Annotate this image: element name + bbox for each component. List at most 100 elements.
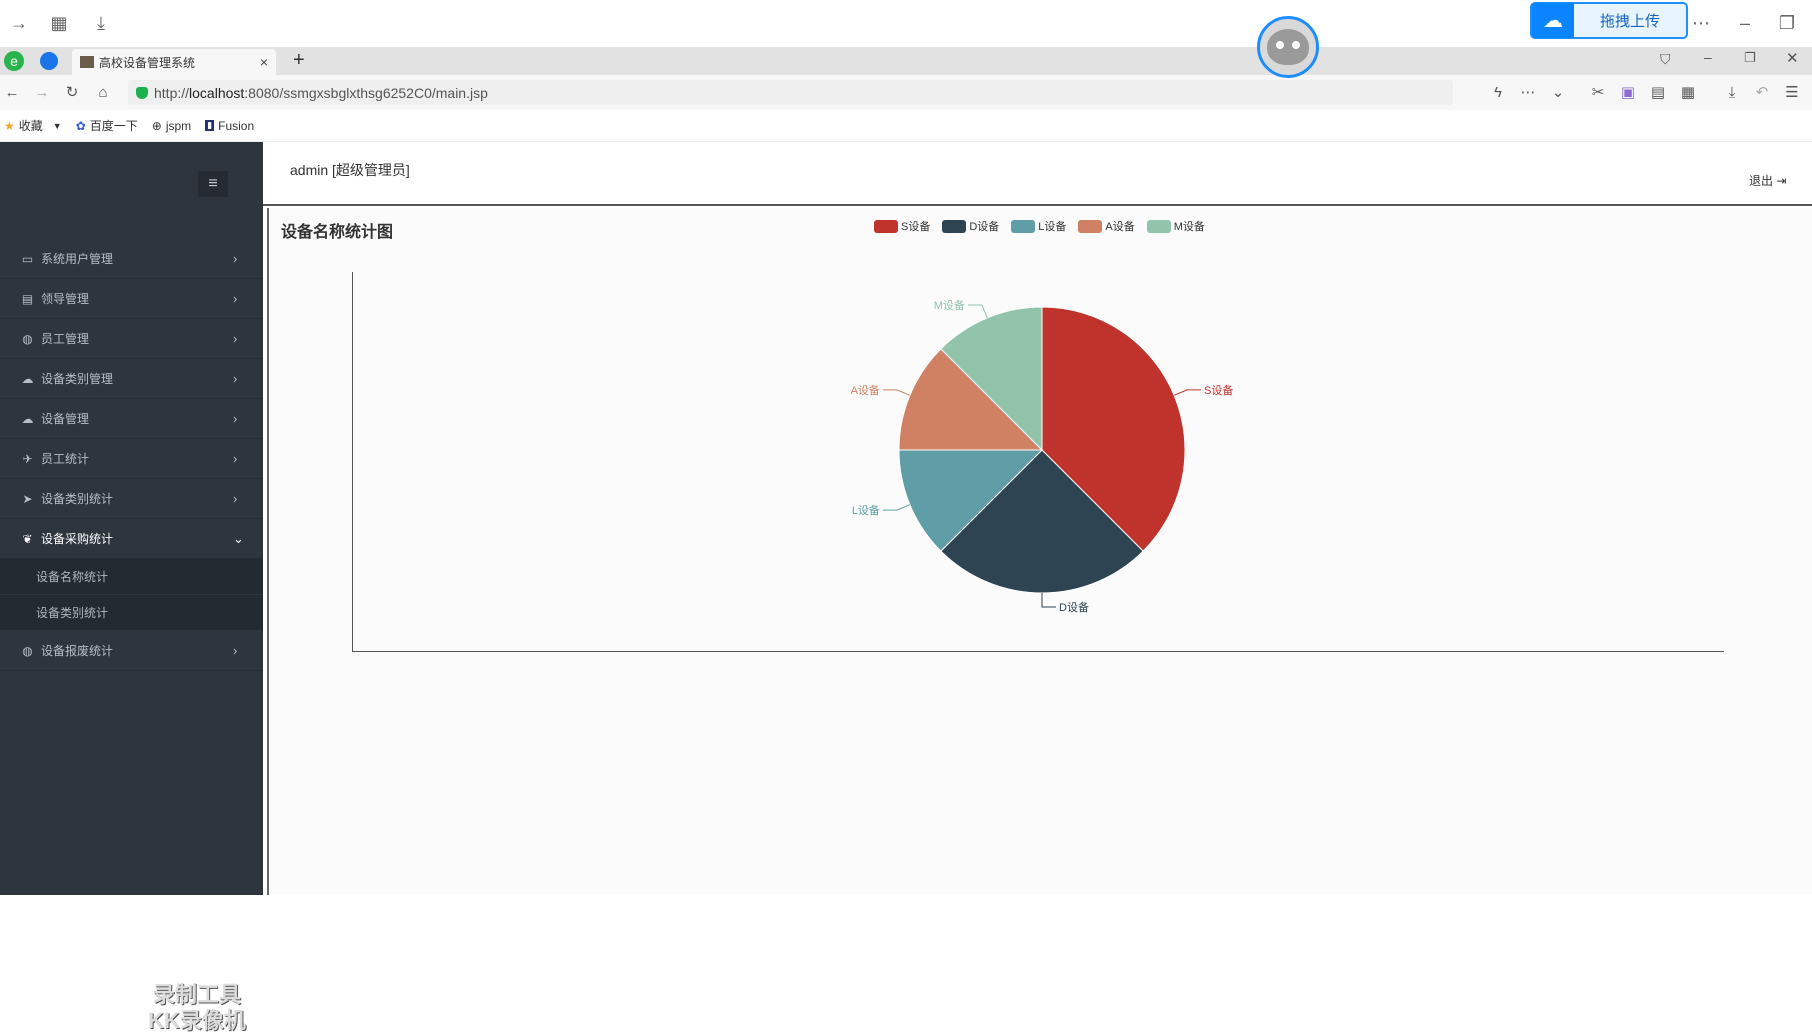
mascot-avatar[interactable] (1257, 16, 1319, 78)
pie-slice[interactable] (898, 449, 1044, 552)
download-icon[interactable]: ⤓ (97, 13, 105, 33)
sidebar-subitem-name-stats[interactable]: 设备名称统计 (0, 559, 263, 595)
logout-button[interactable]: 退出 ⇥ (1749, 172, 1786, 189)
bookmark-label: 百度一下 (89, 119, 138, 133)
upload-button[interactable]: ☁ 拖拽上传 (1530, 2, 1688, 39)
chevron-down-icon: ▼ (52, 120, 62, 131)
slice-label: M设备 (934, 298, 965, 312)
tab-main[interactable]: 高校设备管理系统 × (72, 49, 276, 75)
forward-icon[interactable]: → (34, 84, 50, 101)
slice-label: A设备 (851, 383, 880, 397)
bookmark-baidu[interactable]: ✿ 百度一下 (76, 117, 138, 134)
chevron-right-icon: › (233, 331, 238, 346)
restore-icon[interactable]: ❐ (1744, 50, 1756, 65)
url-input[interactable]: http://localhost:8080/ssmgxsbglxthsg6252… (128, 80, 1453, 105)
browser-logo-icon: e (4, 51, 24, 71)
slice-label: S设备 (1204, 383, 1233, 397)
current-user: admin [超级管理员] (290, 162, 410, 178)
chevron-right-icon: › (233, 411, 238, 426)
bookmark-jspm[interactable]: ⊕ jspm (152, 119, 191, 133)
hamburger-icon[interactable]: ≡ (198, 171, 228, 197)
chevron-down-icon: ⌄ (233, 530, 244, 546)
favicon-icon (80, 56, 94, 68)
reload-icon[interactable]: ↻ (65, 84, 79, 101)
home-icon[interactable]: ⌂ (98, 84, 108, 101)
sidebar-subitem-label: 设备类别统计 (36, 606, 109, 620)
sidebar-item-devices[interactable]: ☁ 设备管理 › (0, 399, 263, 439)
minimize-icon[interactable]: – (1739, 13, 1750, 33)
chart-panel: 设备名称统计图 S设备 D设备 L设备 A设备 M设备 S设备 D设备 L设备 A设备 M设备 (267, 208, 1812, 895)
globe-icon: ◍ (22, 331, 33, 346)
bookmark-label: 收藏 (18, 119, 43, 133)
star-icon: ★ (4, 118, 15, 133)
minimize-icon[interactable]: – (1704, 49, 1712, 65)
scissors-icon[interactable]: ✂ (1591, 84, 1605, 101)
legend-label: L设备 (1038, 221, 1067, 233)
sidebar-item-employee-stats[interactable]: ✈ 员工统计 › (0, 439, 263, 479)
legend-swatch (1011, 219, 1036, 233)
chevron-right-icon: › (233, 371, 238, 386)
legend-label: D设备 (969, 221, 1000, 233)
watermark-line: KK录像机 (148, 1008, 246, 1033)
more-icon[interactable]: ⋯ (1520, 84, 1536, 101)
cloud-icon: ☁ (21, 411, 34, 426)
back-icon[interactable]: ← (4, 84, 20, 101)
address-bar: ← → ↻ ⌂ http://localhost:8080/ssmgxsbglx… (0, 75, 1812, 110)
undo-icon[interactable]: ↶ (1755, 84, 1769, 101)
chevron-right-icon: › (233, 451, 238, 466)
legend-label: A设备 (1105, 221, 1135, 233)
sidebar-item-purchase-stats[interactable]: ❦ 设备采购统计 ⌄ (0, 519, 263, 559)
legend-swatch (1146, 219, 1171, 233)
sidebar-item-employees[interactable]: ◍ 员工管理 › (0, 319, 263, 359)
more-icon[interactable]: ⋯ (1692, 13, 1710, 33)
sidebar-item-device-categories[interactable]: ☁ 设备类别管理 › (0, 359, 263, 399)
lightning-icon[interactable]: ϟ (1494, 84, 1502, 101)
label-leader-line (882, 389, 911, 396)
bookmarks-bar: ★ 收藏 ▼ ✿ 百度一下 ⊕ jspm ▮ Fusion (0, 110, 1812, 142)
legend-label: S设备 (901, 221, 931, 233)
tab-title: 高校设备管理系统 (99, 55, 196, 70)
recorder-watermark: 录制工具 KK录像机 (148, 982, 246, 1034)
pie-slice[interactable] (940, 449, 1144, 594)
sidebar-item-label: 系统用户管理 (41, 252, 114, 266)
sidebar-subitem-category-stats[interactable]: 设备类别统计 (0, 595, 263, 631)
close-window-icon[interactable]: ✕ (1786, 50, 1799, 67)
watermark-line: 录制工具 (152, 982, 241, 1007)
translate-icon[interactable]: ▣ (1620, 84, 1636, 101)
sidebar-item-system-users[interactable]: ▭ 系统用户管理 › (0, 239, 263, 279)
close-icon[interactable]: × (259, 54, 268, 70)
bookmark-label: jspm (165, 118, 192, 133)
bookmark-fusion[interactable]: ▮ Fusion (205, 119, 254, 133)
bookmark-favorites[interactable]: ★ 收藏 ▼ (4, 117, 62, 134)
download-icon[interactable]: ⤓ (1728, 84, 1736, 101)
chart-legend: S设备 D设备 L设备 A设备 M设备 (874, 218, 1205, 234)
chevron-down-icon[interactable]: ⌄ (1551, 84, 1565, 101)
legend-item[interactable]: M设备 (1146, 218, 1205, 234)
send-icon: ➤ (22, 491, 33, 506)
menu-icon[interactable]: ☰ (1785, 84, 1799, 101)
pie-slice[interactable] (1041, 306, 1186, 552)
legend-item[interactable]: D设备 (942, 218, 999, 234)
compass-icon[interactable] (40, 52, 58, 70)
sidebar-item-scrap-stats[interactable]: ◍ 设备报废统计 › (0, 631, 263, 671)
restore-icon[interactable]: ❐ (1778, 13, 1796, 33)
legend-item[interactable]: S设备 (874, 218, 930, 234)
main-content: admin [超级管理员] 退出 ⇥ 设备名称统计图 S设备 D设备 L设备 A设备 M… (263, 142, 1812, 895)
grid-icon[interactable]: ▦ (50, 13, 68, 33)
reader-icon[interactable]: ▤ (1650, 84, 1666, 101)
legend-item[interactable]: L设备 (1011, 218, 1066, 234)
legend-item[interactable]: A设备 (1078, 218, 1135, 234)
shirt-icon[interactable]: ⛉ (1660, 51, 1671, 67)
browser-tabbar: e 高校设备管理系统 × + ⛉ – ❐ ✕ (0, 47, 1812, 75)
pie-slice[interactable] (940, 306, 1043, 452)
sidebar-item-leaders[interactable]: ▤ 领导管理 › (0, 279, 263, 319)
recorder-toolbar: → ▦ ⤓ ☁ 拖拽上传 ⋯ – ❐ (0, 0, 1812, 47)
new-tab-icon[interactable]: + (293, 49, 305, 71)
arrow-right-icon[interactable]: → (10, 13, 28, 33)
shield-icon (136, 86, 148, 99)
sidebar-item-label: 员工管理 (41, 332, 90, 346)
apps-icon[interactable]: ▦ (1680, 84, 1696, 101)
pie-slice[interactable] (898, 348, 1044, 451)
sidebar-item-category-stats[interactable]: ➤ 设备类别统计 › (0, 479, 263, 519)
chevron-right-icon: › (233, 291, 238, 306)
